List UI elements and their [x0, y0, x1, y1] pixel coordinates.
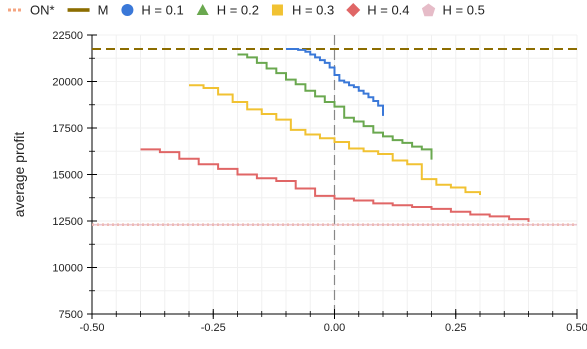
legend-label: H = 0.5 [443, 3, 485, 18]
legend: ON* M H = 0.1 H = 0.2 H = 0.3 H = 0.4 H = 0.5 [8, 3, 485, 18]
legend-dots-icon [8, 8, 11, 12]
legend-triangle-icon [196, 4, 209, 15]
series-line-h-0-3 [189, 84, 481, 195]
legend-pentagon-icon [421, 3, 436, 17]
legend-item-h-0-3: H = 0.3 [271, 3, 334, 18]
y-tick-label: 15000 [52, 170, 83, 182]
y-axis-label: average profit [11, 132, 27, 218]
x-tick-label: -0.25 [201, 322, 226, 334]
plot-series [92, 47, 577, 226]
y-tick-label: 7500 [59, 309, 83, 321]
y-tick-label: 22500 [52, 30, 83, 42]
legend-circle-icon [121, 4, 134, 16]
legend-item-h-0-1: H = 0.1 [121, 3, 184, 18]
legend-item-m: M [67, 3, 109, 18]
ticks: -0.50 -0.25 0.00 0.25 0.50 7500 10000 12500 1500… [52, 30, 587, 334]
y-tick-label: 17500 [52, 123, 83, 135]
legend-item-h-0-5: H = 0.5 [421, 3, 485, 18]
y-tick-label: 10000 [52, 263, 83, 275]
legend-label: ON* [30, 3, 55, 18]
legend-square-icon [271, 4, 283, 16]
legend-label: H = 0.1 [141, 3, 183, 18]
legend-item-on: ON* [8, 3, 55, 18]
series-line-h-0-1 [286, 47, 384, 116]
x-tick-label: -0.50 [79, 322, 104, 334]
legend-label: H = 0.2 [217, 3, 259, 18]
legend-dots-icon [13, 8, 16, 12]
legend-item-h-0-4: H = 0.4 [346, 3, 410, 18]
series-line-h-0-4 [140, 148, 530, 222]
series-line-h-0-2 [237, 53, 433, 160]
x-tick-label: 0.25 [445, 322, 466, 334]
legend-dots-icon [18, 8, 21, 12]
y-tick-label: 20000 [52, 77, 83, 89]
legend-label: H = 0.3 [292, 3, 334, 18]
x-tick-label: 0.00 [324, 322, 345, 334]
legend-diamond-icon [346, 3, 361, 17]
y-tick-label: 12500 [52, 216, 83, 228]
legend-label: M [98, 3, 109, 18]
legend-label: H = 0.4 [367, 3, 409, 18]
legend-item-h-0-2: H = 0.2 [196, 3, 259, 18]
legend-dash-icon [67, 8, 90, 12]
x-tick-label: 0.50 [566, 322, 587, 334]
